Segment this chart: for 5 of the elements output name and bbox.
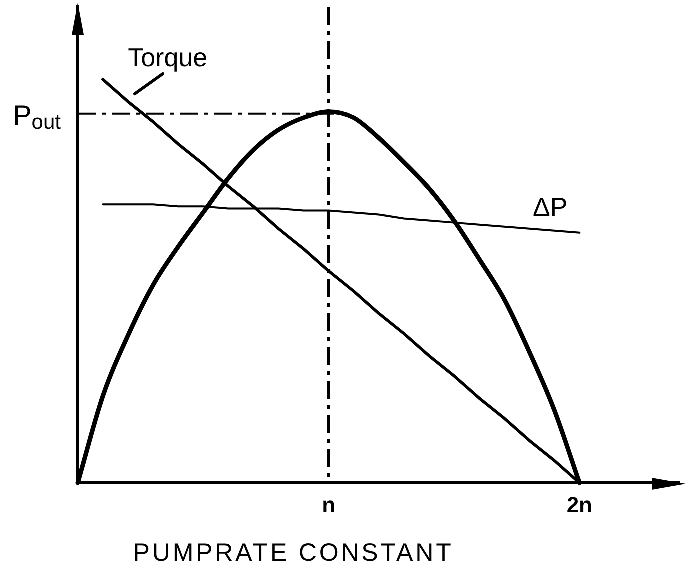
series-label: ΔP: [532, 192, 568, 222]
x-tick-label: 2n: [566, 492, 593, 518]
series-label: Torque: [128, 42, 208, 73]
x-axis-title: PUMPRATE CONSTANT: [133, 539, 454, 567]
x-tick-label: n: [322, 492, 336, 518]
